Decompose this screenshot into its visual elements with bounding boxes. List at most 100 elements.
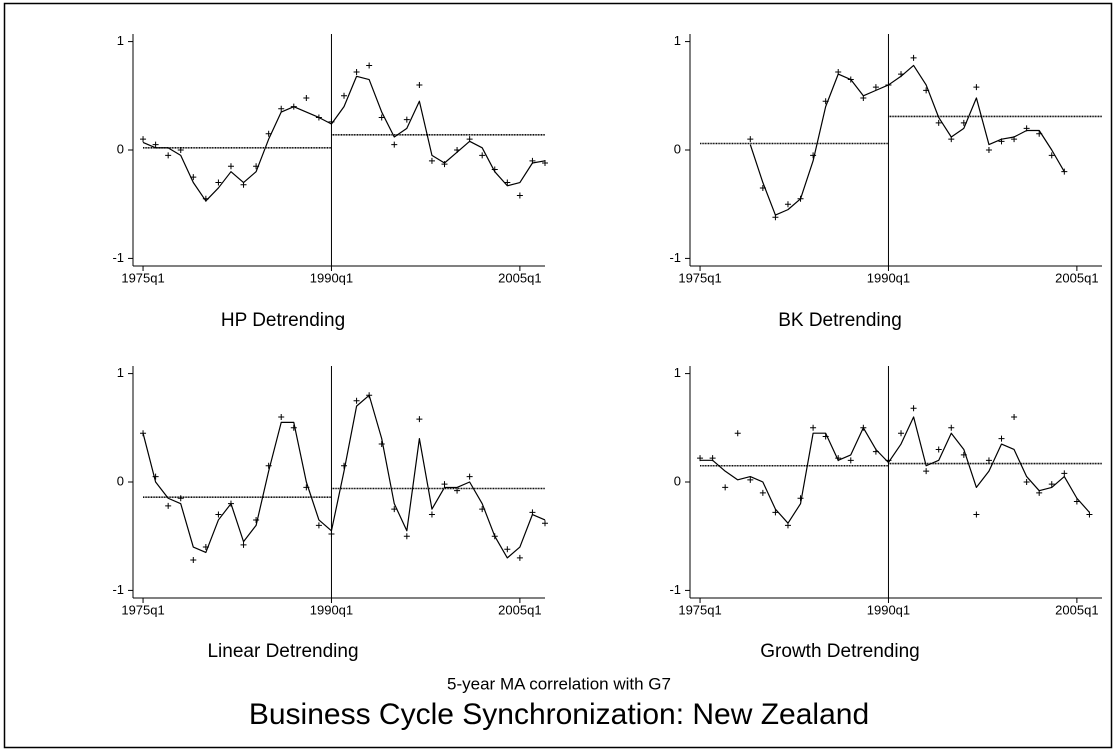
marker	[542, 520, 548, 527]
marker	[504, 546, 511, 553]
marker	[416, 81, 423, 88]
marker	[985, 147, 992, 153]
x-tick-label: 1990q1	[310, 270, 353, 285]
y-tick-label: 1	[674, 33, 681, 48]
marker	[215, 179, 222, 186]
marker	[303, 94, 310, 101]
marker	[278, 105, 285, 112]
marker	[240, 541, 247, 548]
marker	[328, 531, 335, 538]
marker	[948, 424, 955, 431]
frame	[3, 2, 1113, 749]
marker	[747, 476, 754, 483]
marker	[454, 487, 461, 494]
panel: -1 0 1 1975q1 1990q1 2005q1 BK Detrending	[669, 33, 1102, 331]
marker	[516, 192, 523, 199]
marker	[910, 405, 917, 412]
marker	[353, 68, 360, 75]
marker	[998, 435, 1005, 442]
y-tick-label: 1	[674, 365, 681, 380]
marker	[1011, 413, 1018, 420]
marker	[140, 136, 147, 143]
panel: -1 0 1 1975q1 1990q1 2005q1 Growth Detrending	[669, 365, 1102, 662]
fitted-line	[700, 416, 1090, 524]
panel-title: Linear Detrending	[207, 641, 358, 662]
marker	[441, 481, 448, 488]
marker	[1023, 479, 1030, 485]
y-tick-label: 1	[117, 33, 124, 48]
marker	[165, 502, 172, 509]
marker	[810, 424, 817, 431]
x-tick-label: 2005q1	[1055, 270, 1098, 285]
marker	[1073, 498, 1080, 505]
y-tick-label: -1	[669, 582, 681, 597]
marker	[428, 157, 435, 164]
subtitle: 5-year MA correlation with G7	[447, 674, 671, 693]
marker	[391, 141, 398, 148]
marker	[177, 495, 184, 502]
marker	[152, 141, 159, 148]
marker	[315, 522, 322, 529]
marker	[872, 84, 879, 91]
marker	[697, 455, 704, 462]
marker	[516, 554, 523, 561]
panel-title: HP Detrending	[221, 310, 345, 331]
marker	[378, 114, 385, 121]
marker	[378, 441, 385, 448]
fitted-line	[142, 75, 546, 202]
marker	[165, 152, 172, 159]
x-tick-label: 1975q1	[121, 602, 164, 617]
fitted-line	[749, 64, 1065, 216]
marker	[910, 54, 917, 61]
x-tick-label: 1990q1	[867, 270, 910, 285]
marker	[504, 179, 511, 186]
marker	[479, 152, 486, 159]
marker	[1048, 481, 1055, 488]
marker	[441, 161, 448, 168]
marker	[923, 468, 930, 475]
marker	[985, 457, 992, 464]
marker	[810, 152, 817, 159]
x-tick-label: 1975q1	[121, 270, 164, 285]
marker	[1061, 168, 1068, 175]
y-tick-label: -1	[112, 250, 124, 265]
marker	[341, 92, 348, 99]
marker	[416, 416, 423, 423]
x-tick-label: 1975q1	[678, 270, 721, 285]
marker	[190, 557, 197, 564]
marker	[734, 430, 741, 437]
marker	[722, 484, 729, 491]
fitted-line	[142, 394, 546, 559]
marker	[353, 397, 360, 404]
marker	[253, 516, 260, 523]
y-tick-label: 0	[117, 473, 124, 488]
panel-title: BK Detrending	[778, 310, 902, 331]
marker	[403, 116, 410, 123]
x-tick-label: 2005q1	[1055, 602, 1098, 617]
marker	[797, 495, 804, 502]
panel: -1 0 1 1975q1 1990q1 2005q1 Linear Detrending	[112, 365, 548, 662]
marker	[466, 473, 473, 480]
y-tick-label: 1	[117, 365, 124, 380]
marker	[747, 136, 754, 143]
panel-title: Growth Detrending	[760, 641, 919, 662]
marker	[428, 511, 435, 518]
x-tick-label: 2005q1	[498, 602, 541, 617]
marker	[1086, 511, 1093, 518]
x-tick-label: 2005q1	[498, 270, 541, 285]
y-tick-label: 0	[117, 141, 124, 156]
marker	[935, 446, 942, 453]
x-tick-label: 1990q1	[310, 602, 353, 617]
marker	[227, 163, 234, 170]
marker	[1048, 152, 1055, 159]
x-tick-label: 1975q1	[678, 602, 721, 617]
marker	[403, 533, 410, 540]
y-tick-label: 0	[674, 473, 681, 488]
marker	[784, 201, 791, 208]
marker	[290, 424, 297, 431]
marker	[935, 119, 942, 126]
x-tick-label: 1990q1	[867, 602, 910, 617]
marker	[973, 511, 980, 518]
panel: -1 0 1 1975q1 1990q1 2005q1 HP Detrending	[112, 33, 548, 331]
